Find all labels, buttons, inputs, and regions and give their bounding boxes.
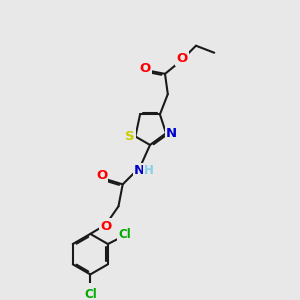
Text: O: O — [96, 169, 107, 182]
Text: Cl: Cl — [118, 228, 131, 241]
Text: O: O — [176, 52, 188, 65]
Text: O: O — [100, 220, 111, 232]
Text: N: N — [166, 127, 177, 140]
Text: N: N — [134, 164, 145, 177]
Text: Cl: Cl — [84, 288, 97, 300]
Text: O: O — [140, 62, 151, 75]
Text: H: H — [144, 164, 154, 177]
Text: S: S — [125, 130, 135, 143]
